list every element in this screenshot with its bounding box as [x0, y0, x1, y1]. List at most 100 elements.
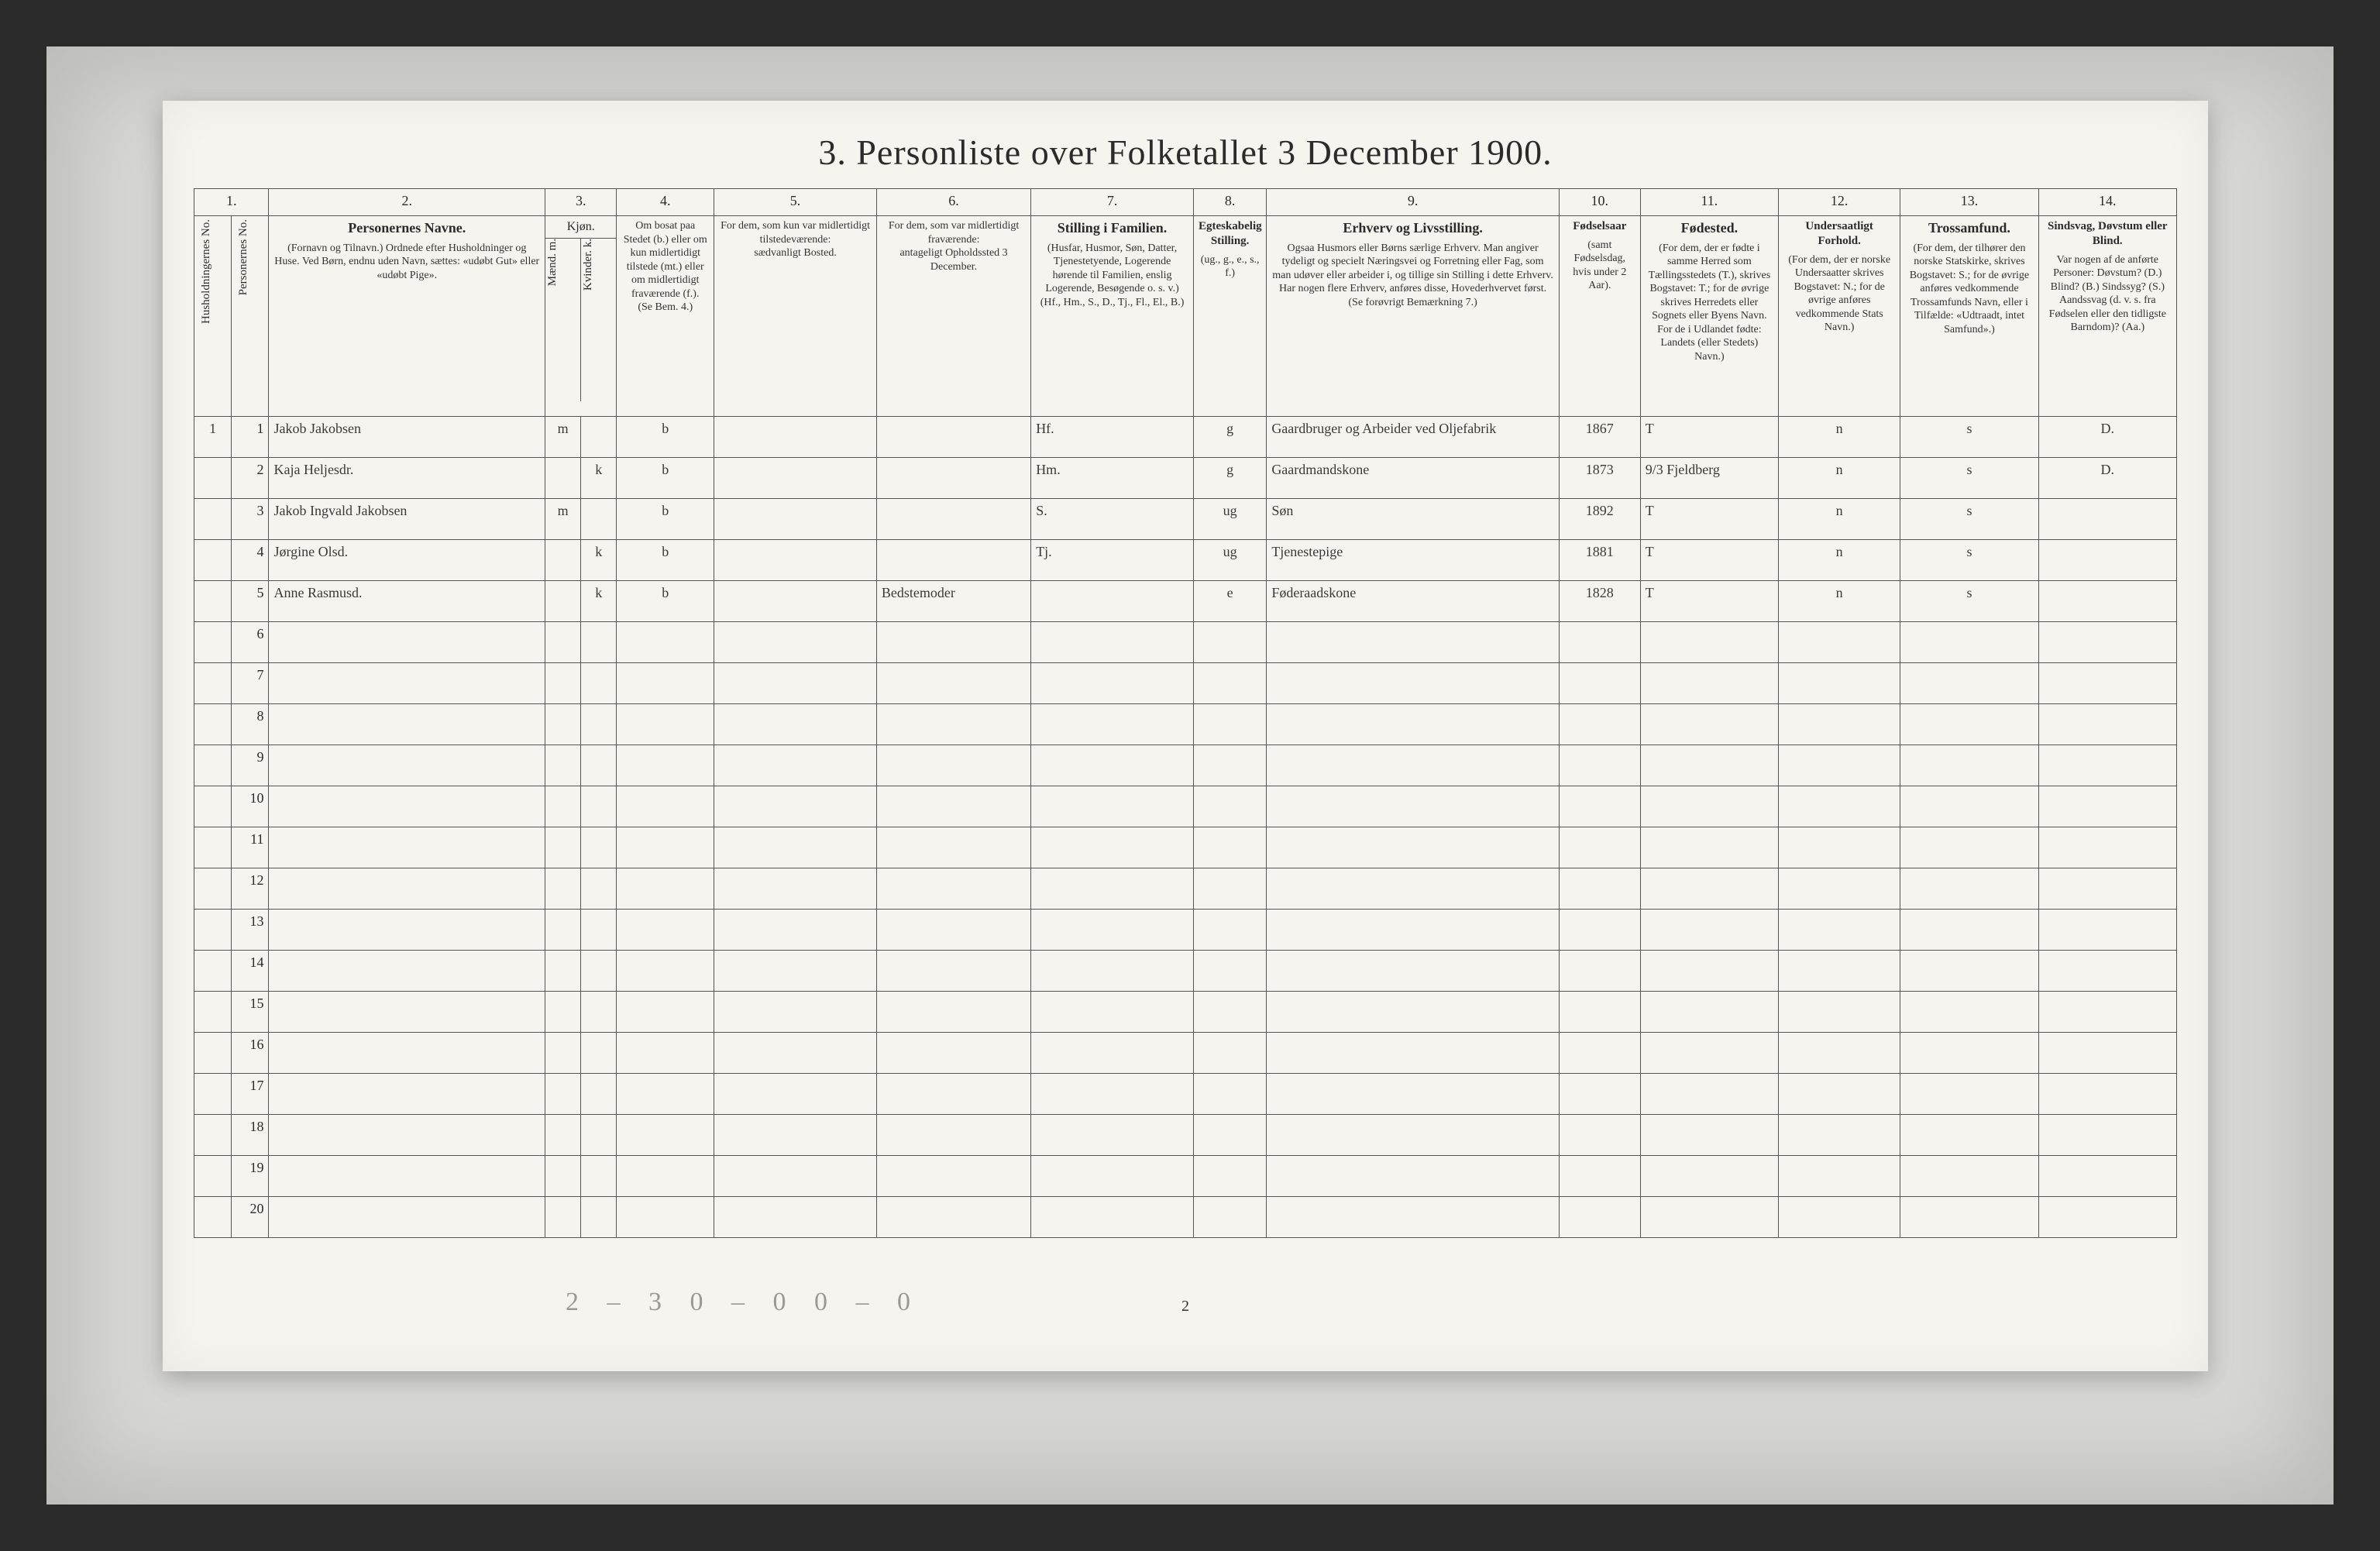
cell — [194, 827, 232, 868]
cell — [876, 992, 1030, 1033]
cell — [194, 622, 232, 663]
cell — [1031, 622, 1194, 663]
cell: 19 — [232, 1156, 269, 1197]
cell — [1640, 786, 1778, 827]
cell — [269, 704, 545, 745]
cell — [2038, 1115, 2176, 1156]
table-row: 20 — [194, 1197, 2177, 1238]
cell: s — [1900, 581, 2038, 622]
hdr-temp-absent: For dem, som var midlertidigt fraværende… — [876, 216, 1030, 417]
cell — [1267, 704, 1560, 745]
cell: Kaja Heljesdr. — [269, 458, 545, 499]
cell — [1640, 910, 1778, 951]
cell — [269, 786, 545, 827]
cell: m — [545, 417, 581, 458]
cell: 17 — [232, 1074, 269, 1115]
cell — [714, 499, 877, 540]
cell: T — [1640, 499, 1778, 540]
blank-rows: 67891011121314151617181920 — [194, 622, 2177, 1238]
hdr-religion: Trossamfund. (For dem, der tilhører den … — [1900, 216, 2038, 417]
cell — [1559, 663, 1640, 704]
cell: 6 — [232, 622, 269, 663]
cell — [1779, 1033, 1900, 1074]
column-number-row: 1. 2. 3. 4. 5. 6. 7. 8. 9. 10. 11. 12. 1… — [194, 189, 2177, 216]
cell — [2038, 951, 2176, 992]
cell — [1031, 868, 1194, 910]
cell — [1640, 868, 1778, 910]
cell — [2038, 745, 2176, 786]
cell — [545, 540, 581, 581]
cell: 2 — [232, 458, 269, 499]
cell — [194, 1197, 232, 1238]
cell — [1267, 910, 1560, 951]
cell — [269, 622, 545, 663]
cell — [194, 663, 232, 704]
cell — [581, 992, 617, 1033]
cell — [545, 910, 581, 951]
cell — [617, 951, 714, 992]
cell: 1828 — [1559, 581, 1640, 622]
cell — [1193, 868, 1266, 910]
cell — [545, 1156, 581, 1197]
cell — [2038, 1156, 2176, 1197]
cell — [1900, 1156, 2038, 1197]
cell — [2038, 786, 2176, 827]
cell — [1031, 745, 1194, 786]
cell — [2038, 1033, 2176, 1074]
table-row: 3Jakob Ingvald JakobsenmbS.ugSøn1892Tns — [194, 499, 2177, 540]
cell — [1193, 1115, 1266, 1156]
cell — [1193, 704, 1266, 745]
cell — [1900, 992, 2038, 1033]
cell — [1559, 786, 1640, 827]
cell: D. — [2038, 417, 2176, 458]
page-title: 3. Personliste over Folketallet 3 Decemb… — [163, 132, 2208, 173]
cell — [2038, 540, 2176, 581]
cell — [876, 1156, 1030, 1197]
cell — [714, 827, 877, 868]
cell: Tjenestepige — [1267, 540, 1560, 581]
cell: Søn — [1267, 499, 1560, 540]
cell — [1900, 663, 2038, 704]
cell — [876, 458, 1030, 499]
cell — [1640, 704, 1778, 745]
cell: Jørgine Olsd. — [269, 540, 545, 581]
table-row: 8 — [194, 704, 2177, 745]
cell — [1193, 786, 1266, 827]
cell — [581, 622, 617, 663]
table-row: 2Kaja Heljesdr.kbHm.gGaardmandskone18739… — [194, 458, 2177, 499]
cell — [1640, 1074, 1778, 1115]
cell: n — [1779, 499, 1900, 540]
cell: s — [1900, 540, 2038, 581]
cell — [1779, 1074, 1900, 1115]
cell — [2038, 499, 2176, 540]
cell — [1900, 827, 2038, 868]
cell — [581, 499, 617, 540]
cell — [714, 1156, 877, 1197]
cell — [1640, 1197, 1778, 1238]
cell: b — [617, 540, 714, 581]
cell — [1193, 663, 1266, 704]
cell — [617, 745, 714, 786]
cell — [1031, 704, 1194, 745]
cell — [194, 1156, 232, 1197]
hdr-household-no: Husholdningernes No. — [194, 216, 232, 417]
hdr-birthyear: Fødselsaar (samt Fødselsdag, hvis under … — [1559, 216, 1640, 417]
cell: T — [1640, 417, 1778, 458]
cell: n — [1779, 458, 1900, 499]
cell — [876, 868, 1030, 910]
cell — [1559, 951, 1640, 992]
cell — [1900, 622, 2038, 663]
cell — [1640, 1156, 1778, 1197]
cell — [194, 499, 232, 540]
cell — [1031, 910, 1194, 951]
cell — [269, 663, 545, 704]
table-row: 7 — [194, 663, 2177, 704]
cell — [714, 951, 877, 992]
cell: s — [1900, 499, 2038, 540]
cell — [1900, 704, 2038, 745]
cell: Hf. — [1031, 417, 1194, 458]
cell: 18 — [232, 1115, 269, 1156]
cell — [876, 417, 1030, 458]
cell: 1873 — [1559, 458, 1640, 499]
cell: 10 — [232, 786, 269, 827]
